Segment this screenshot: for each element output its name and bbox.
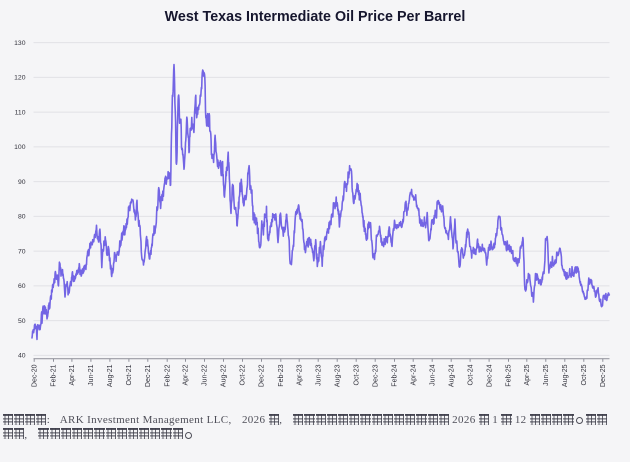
svg-text:Feb-23: Feb-23 (278, 364, 285, 386)
svg-text:Jun-25: Jun-25 (543, 364, 550, 386)
svg-text:110: 110 (15, 109, 26, 116)
svg-text:Dec-22: Dec-22 (259, 364, 266, 387)
svg-text:120: 120 (14, 75, 26, 82)
svg-text:Jun-24: Jun-24 (429, 364, 436, 386)
svg-text:Apr-21: Apr-21 (69, 364, 76, 385)
svg-text:Jun-23: Jun-23 (315, 364, 322, 386)
svg-text:50: 50 (18, 318, 26, 325)
svg-text:Dec-21: Dec-21 (145, 364, 152, 387)
svg-text:Dec-25: Dec-25 (600, 364, 607, 387)
svg-text:Apr-24: Apr-24 (410, 364, 417, 385)
svg-text:Aug-23: Aug-23 (334, 364, 341, 387)
svg-text:80: 80 (18, 214, 26, 221)
svg-text:Apr-23: Apr-23 (296, 364, 303, 385)
svg-text:Apr-22: Apr-22 (183, 364, 190, 385)
svg-text:Apr-25: Apr-25 (524, 364, 531, 385)
svg-text:Oct-25: Oct-25 (581, 364, 588, 385)
svg-text:Jun-21: Jun-21 (88, 364, 95, 386)
svg-text:60: 60 (18, 283, 26, 290)
svg-text:Dec-24: Dec-24 (486, 364, 493, 387)
svg-text:Aug-21: Aug-21 (107, 364, 114, 387)
svg-text:Oct-22: Oct-22 (240, 364, 247, 385)
svg-text:Feb-24: Feb-24 (392, 364, 399, 386)
svg-text:90: 90 (18, 179, 26, 186)
svg-text:Aug-25: Aug-25 (562, 364, 569, 387)
svg-text:Aug-24: Aug-24 (448, 364, 455, 387)
svg-text:Aug-22: Aug-22 (221, 364, 228, 387)
svg-text:Oct-21: Oct-21 (126, 364, 133, 385)
svg-text:Dec-23: Dec-23 (372, 364, 379, 387)
svg-text:Oct-23: Oct-23 (353, 364, 360, 385)
svg-text:70: 70 (18, 248, 26, 255)
svg-text:Feb-22: Feb-22 (164, 364, 171, 386)
svg-text:40: 40 (18, 353, 26, 360)
svg-text:Jun-22: Jun-22 (202, 364, 209, 386)
svg-text:Feb-21: Feb-21 (51, 364, 58, 386)
svg-text:Oct-24: Oct-24 (467, 364, 474, 385)
svg-text:Feb-25: Feb-25 (506, 364, 513, 386)
svg-text:100: 100 (14, 144, 26, 151)
svg-text:Dec-20: Dec-20 (31, 364, 38, 387)
svg-text:130: 130 (14, 40, 26, 47)
